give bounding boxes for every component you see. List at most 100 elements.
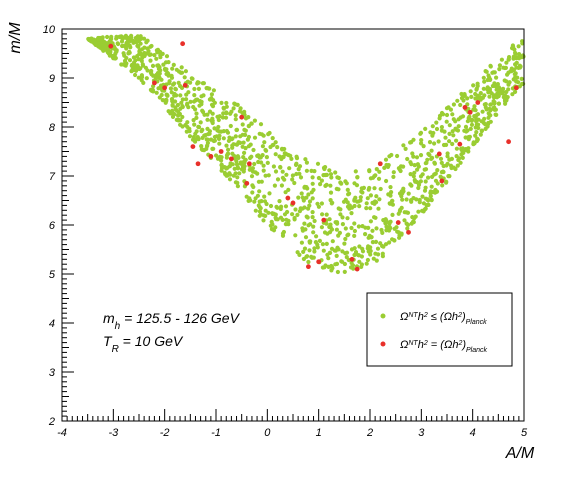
point-within-planck <box>221 136 226 141</box>
point-within-planck <box>312 218 317 224</box>
point-within-planck <box>329 175 334 180</box>
point-within-planck <box>198 120 203 125</box>
point-within-planck <box>221 105 226 110</box>
point-within-planck <box>304 168 309 173</box>
point-within-planck <box>328 190 334 195</box>
y-tick-label: 5 <box>49 269 56 281</box>
point-within-planck <box>187 129 192 134</box>
point-within-planck <box>145 68 150 73</box>
point-within-planck <box>178 93 183 98</box>
point-within-planck <box>228 111 233 116</box>
point-equal-planck <box>290 200 296 206</box>
point-within-planck <box>177 111 182 117</box>
point-within-planck <box>516 44 521 49</box>
x-axis-title: A/M <box>505 445 535 462</box>
point-within-planck <box>431 130 436 136</box>
point-within-planck <box>418 179 423 184</box>
point-within-planck <box>199 144 204 149</box>
point-within-planck <box>451 102 456 107</box>
point-within-planck <box>267 191 272 196</box>
point-within-planck <box>231 106 236 111</box>
point-within-planck <box>308 239 313 244</box>
point-within-planck <box>302 246 308 251</box>
point-within-planck <box>384 178 389 184</box>
point-within-planck <box>488 64 493 69</box>
point-within-planck <box>333 170 338 175</box>
point-within-planck <box>438 174 443 179</box>
point-within-planck <box>259 199 264 204</box>
point-within-planck <box>402 218 407 223</box>
point-within-planck <box>207 131 212 136</box>
point-within-planck <box>305 215 310 220</box>
point-within-planck <box>168 110 173 115</box>
point-within-planck <box>413 179 418 184</box>
point-within-planck <box>510 43 515 48</box>
point-within-planck <box>154 56 159 61</box>
point-within-planck <box>428 194 433 199</box>
point-within-planck <box>385 164 391 169</box>
point-within-planck <box>374 194 379 199</box>
point-within-planck <box>345 200 350 205</box>
point-within-planck <box>412 216 417 221</box>
point-within-planck <box>136 75 141 80</box>
point-within-planck <box>168 86 173 91</box>
point-within-planck <box>504 89 509 95</box>
point-equal-planck <box>506 139 511 145</box>
point-within-planck <box>426 198 431 203</box>
point-within-planck <box>212 138 217 143</box>
point-within-planck <box>450 141 455 147</box>
point-within-planck <box>357 259 362 264</box>
point-within-planck <box>368 248 373 254</box>
point-within-planck <box>387 220 392 225</box>
point-within-planck <box>234 142 240 147</box>
point-within-planck <box>263 208 268 213</box>
point-within-planck <box>418 153 424 158</box>
point-within-planck <box>219 129 224 134</box>
point-within-planck <box>233 134 238 139</box>
point-within-planck <box>430 174 435 179</box>
point-within-planck <box>426 151 431 156</box>
point-within-planck <box>286 187 291 192</box>
point-within-planck <box>178 83 183 89</box>
point-within-planck <box>252 118 257 123</box>
point-within-planck <box>441 112 446 117</box>
point-within-planck <box>475 83 480 89</box>
point-within-planck <box>154 90 159 95</box>
point-within-planck <box>427 140 433 145</box>
point-within-planck <box>273 152 278 157</box>
point-within-planck <box>405 210 411 215</box>
point-within-planck <box>478 132 483 137</box>
point-equal-planck <box>190 144 196 150</box>
point-within-planck <box>514 65 519 70</box>
point-within-planck <box>410 151 415 156</box>
point-within-planck <box>139 78 144 83</box>
point-within-planck <box>387 240 392 245</box>
point-within-planck <box>250 190 255 195</box>
point-within-planck <box>273 140 278 145</box>
point-within-planck <box>235 180 240 185</box>
point-within-planck <box>262 194 267 199</box>
point-within-planck <box>368 176 373 181</box>
point-within-planck <box>358 195 363 200</box>
point-within-planck <box>216 117 221 123</box>
point-equal-planck <box>457 141 463 147</box>
point-within-planck <box>319 225 324 230</box>
point-within-planck <box>283 204 289 209</box>
point-within-planck <box>492 101 497 106</box>
point-within-planck <box>322 230 328 235</box>
point-within-planck <box>430 155 435 160</box>
point-within-planck <box>97 36 102 42</box>
point-within-planck <box>463 124 469 129</box>
point-within-planck <box>329 246 335 251</box>
point-within-planck <box>363 232 368 237</box>
point-within-planck <box>435 168 440 173</box>
point-within-planck <box>463 147 468 152</box>
point-within-planck <box>284 172 289 177</box>
point-within-planck <box>241 155 246 160</box>
point-within-planck <box>439 125 444 130</box>
point-within-planck <box>302 221 307 226</box>
point-within-planck <box>235 184 240 189</box>
point-within-planck <box>316 204 321 209</box>
point-within-planck <box>401 143 406 148</box>
point-within-planck <box>411 196 416 201</box>
